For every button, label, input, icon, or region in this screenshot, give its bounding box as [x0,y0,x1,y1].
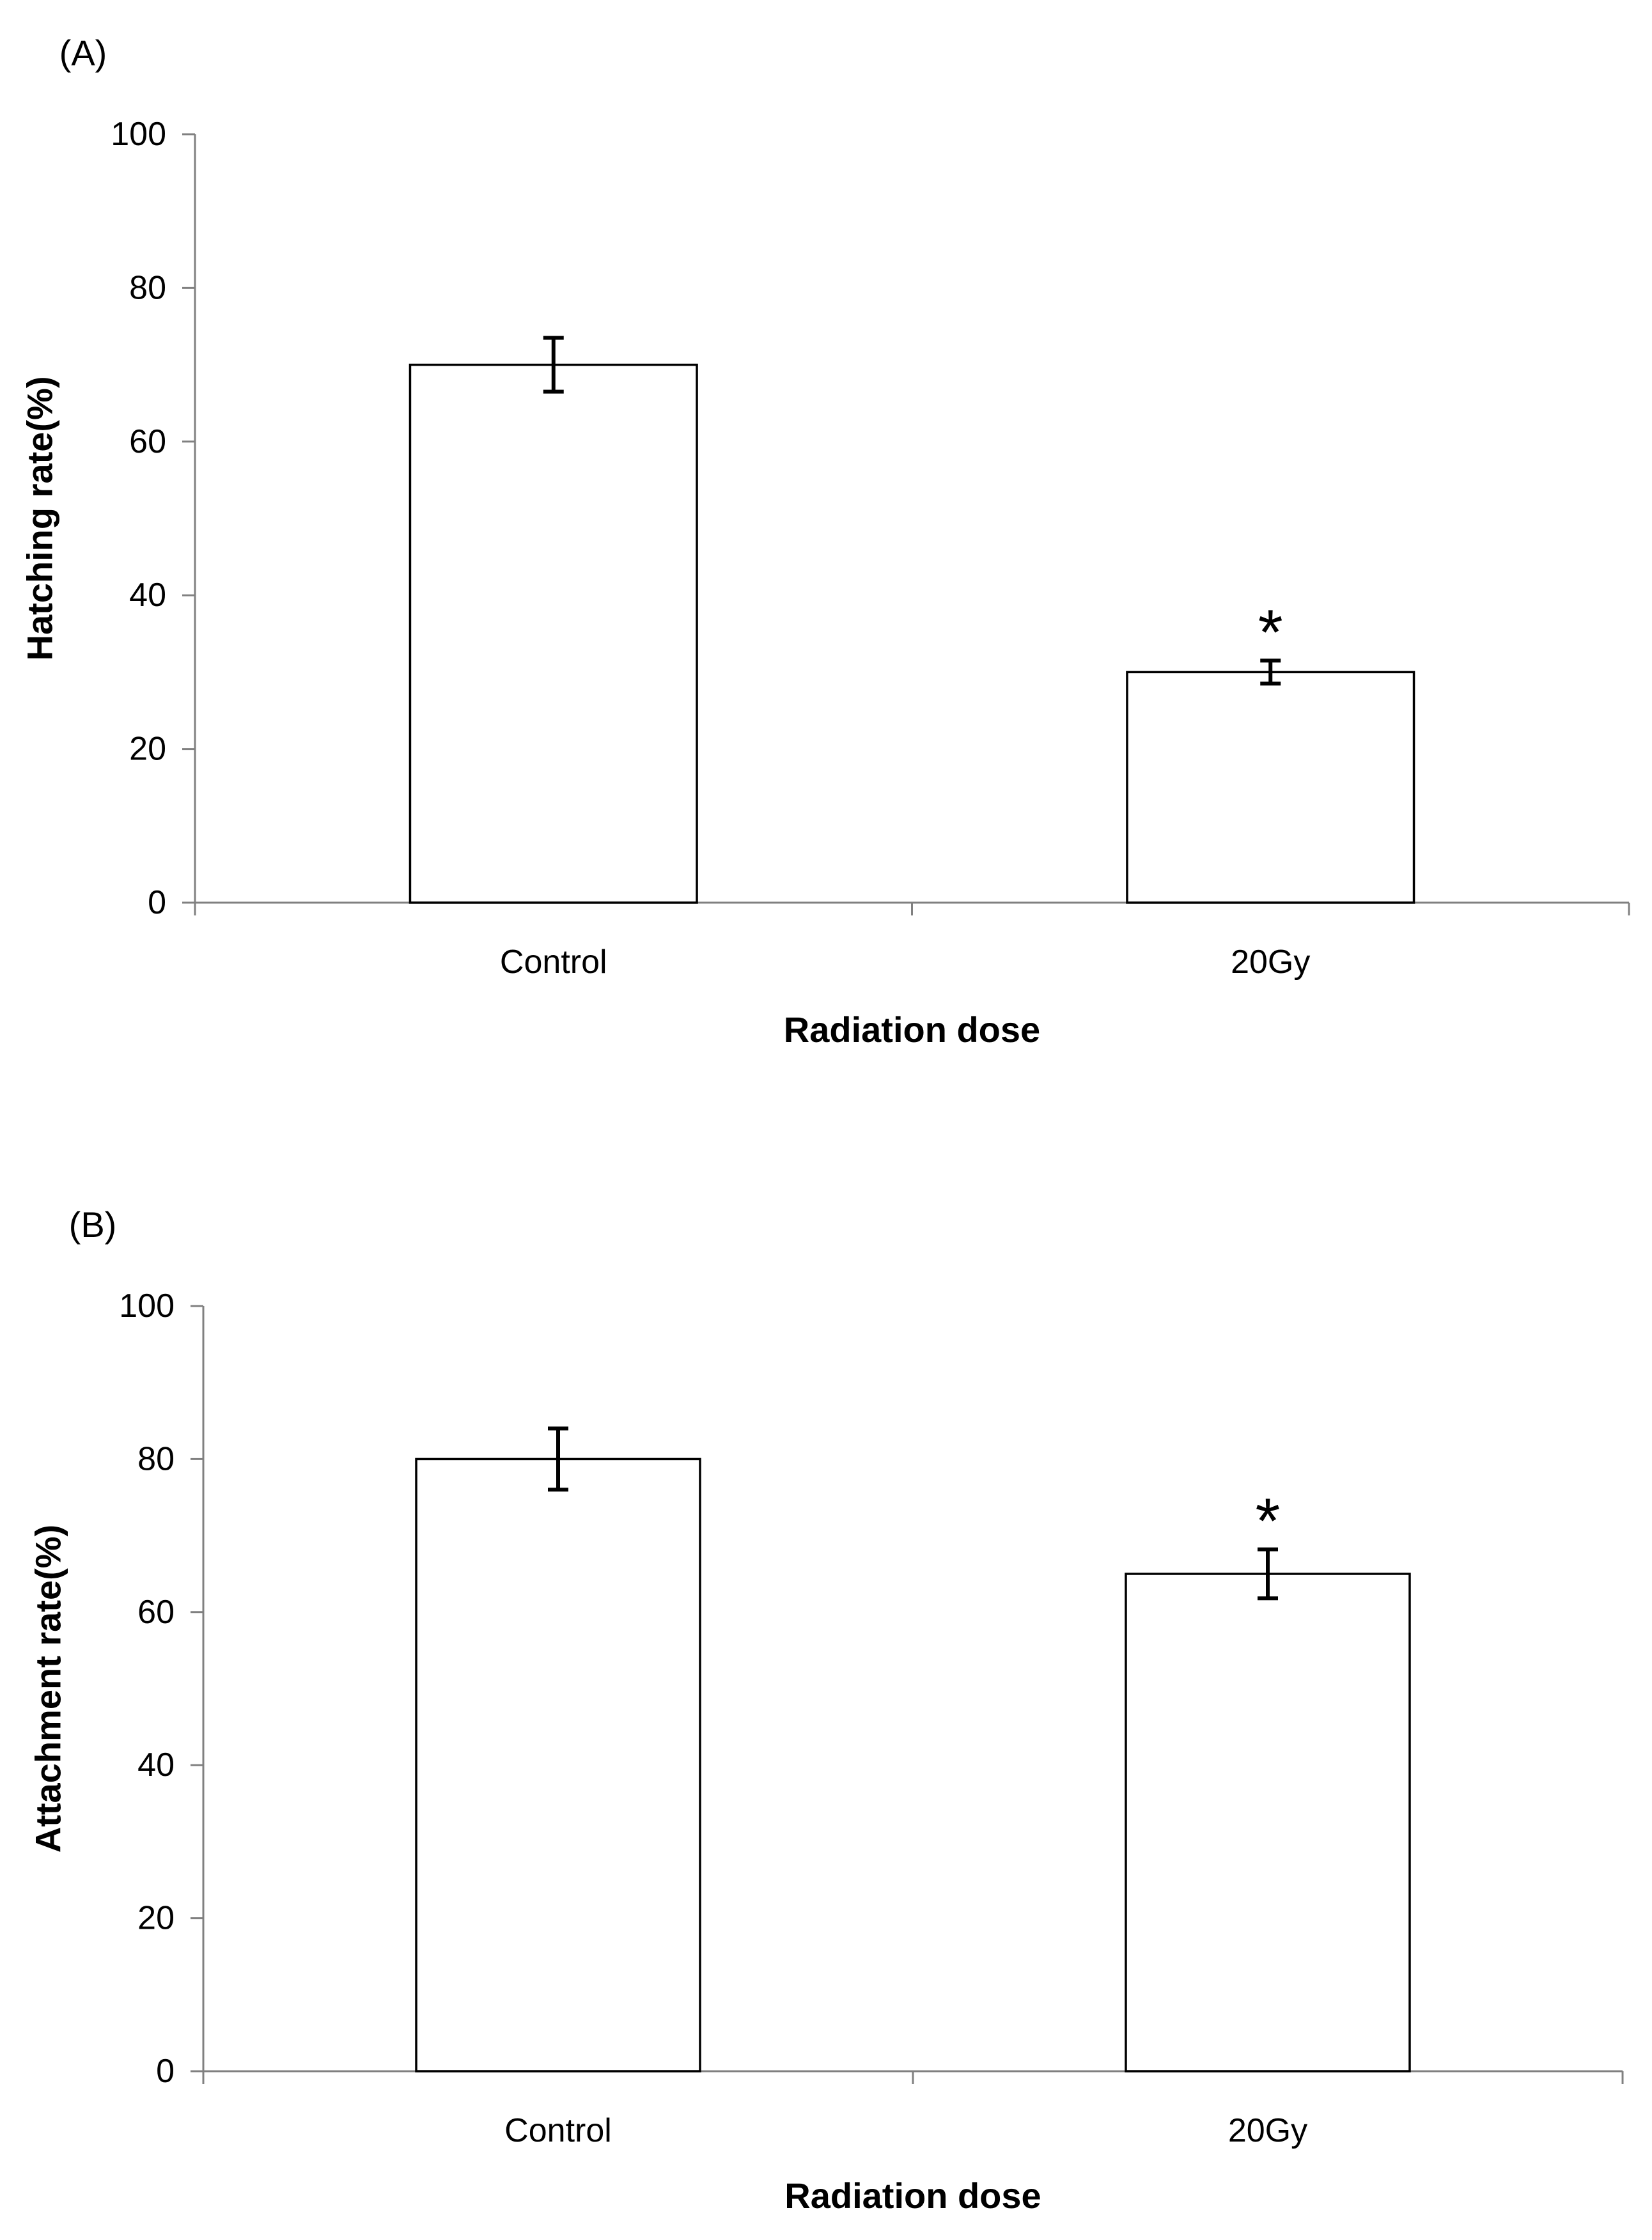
panel-a-significance-mark: * [1258,596,1283,668]
panel-b: (B) Attachment rate(%) Radiation dose 0 2… [28,1204,1624,2216]
panel-a-y-tick-label: 0 [148,884,166,921]
panel-b-y-tick-label: 100 [119,1287,175,1325]
panel-a-x-tick-label: 20Gy [1231,944,1310,981]
panel-a-y-tick-label: 80 [129,269,166,306]
panel-a-y-tick-label: 60 [129,423,166,460]
panel-b-label: (B) [69,1204,117,1245]
panel-b-significance-mark: * [1256,1486,1281,1557]
panel-b-x-tick-label: 20Gy [1228,2112,1307,2149]
panel-b-bar-20gy [1125,1573,1411,2073]
panel-a: (A) Hatching rate(%) Radiation dose 0 20 4… [20,33,1630,1050]
panel-b-x-axis-title: Radiation dose [784,2175,1041,2216]
panel-a-x-tick-label: Control [500,944,607,981]
panel-b-y-tick-label: 80 [137,1440,175,1477]
panel-a-y-tick-label: 40 [129,577,166,614]
panel-a-y-tick-label: 20 [129,731,166,768]
panel-a-x-axis-title: Radiation dose [784,1009,1040,1050]
panel-b-bar-control [415,1458,701,2073]
panel-b-y-tick-label: 60 [137,1594,175,1631]
panel-a-bar-20gy [1126,671,1415,904]
panel-a-y-tick-label: 100 [111,116,166,153]
panel-b-y-tick-label: 20 [137,1900,175,1937]
panel-b-y-axis-title: Attachment rate(%) [28,1525,68,1853]
panel-b-y-tick-label: 40 [137,1746,175,1784]
panel-b-y-tick-label: 0 [156,2053,175,2090]
panel-b-x-tick-label: Control [504,2112,612,2149]
panel-a-y-axis-title: Hatching rate(%) [20,377,60,661]
panel-a-bar-control [409,363,698,904]
panel-a-label: (A) [59,33,107,73]
